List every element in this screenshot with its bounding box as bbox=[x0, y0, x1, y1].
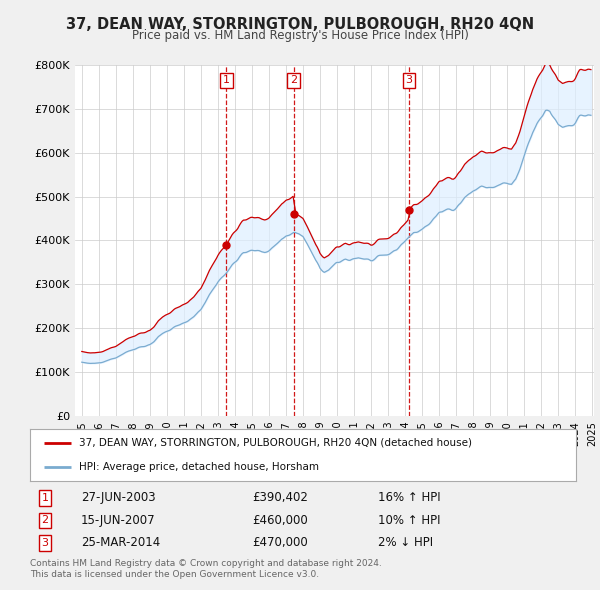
Text: 15-JUN-2007: 15-JUN-2007 bbox=[81, 514, 155, 527]
Text: 2% ↓ HPI: 2% ↓ HPI bbox=[378, 536, 433, 549]
Text: 10% ↑ HPI: 10% ↑ HPI bbox=[378, 514, 440, 527]
Text: £390,402: £390,402 bbox=[252, 491, 308, 504]
Text: Contains HM Land Registry data © Crown copyright and database right 2024.: Contains HM Land Registry data © Crown c… bbox=[30, 559, 382, 568]
Text: 37, DEAN WAY, STORRINGTON, PULBOROUGH, RH20 4QN (detached house): 37, DEAN WAY, STORRINGTON, PULBOROUGH, R… bbox=[79, 438, 472, 448]
Text: £470,000: £470,000 bbox=[252, 536, 308, 549]
Text: This data is licensed under the Open Government Licence v3.0.: This data is licensed under the Open Gov… bbox=[30, 570, 319, 579]
Text: HPI: Average price, detached house, Horsham: HPI: Average price, detached house, Hors… bbox=[79, 462, 319, 472]
Text: Price paid vs. HM Land Registry's House Price Index (HPI): Price paid vs. HM Land Registry's House … bbox=[131, 30, 469, 42]
Text: 16% ↑ HPI: 16% ↑ HPI bbox=[378, 491, 440, 504]
Text: 2: 2 bbox=[290, 76, 297, 86]
Text: 25-MAR-2014: 25-MAR-2014 bbox=[81, 536, 160, 549]
Text: £460,000: £460,000 bbox=[252, 514, 308, 527]
Text: 27-JUN-2003: 27-JUN-2003 bbox=[81, 491, 155, 504]
Text: 2: 2 bbox=[41, 516, 49, 525]
Text: 37, DEAN WAY, STORRINGTON, PULBOROUGH, RH20 4QN: 37, DEAN WAY, STORRINGTON, PULBOROUGH, R… bbox=[66, 17, 534, 31]
Text: 1: 1 bbox=[41, 493, 49, 503]
Text: 3: 3 bbox=[406, 76, 413, 86]
Text: 3: 3 bbox=[41, 538, 49, 548]
Text: 1: 1 bbox=[223, 76, 230, 86]
